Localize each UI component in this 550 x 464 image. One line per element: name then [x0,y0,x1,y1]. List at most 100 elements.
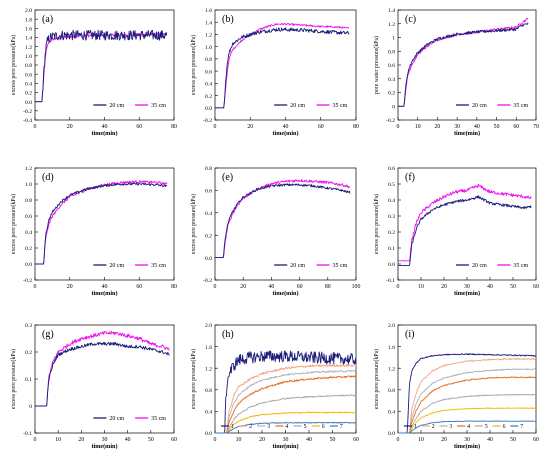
y-tick-label: 0.6 [25,72,32,78]
y-tick-label: 1.2 [388,366,395,372]
x-tick-label: 10 [418,437,424,443]
x-tick-label: 60 [136,124,142,130]
x-tick-label: 0 [397,437,400,443]
x-tick-label: 20 [435,124,441,130]
panel-label: (d) [42,172,54,183]
x-tick-label: 20 [441,284,447,290]
x-tick-label: 80 [353,124,359,130]
y-axis-label: excess pore pressure(kPa) [190,349,197,409]
y-tick-label: 0.4 [205,211,212,217]
x-tick-label: 10 [55,437,61,443]
legend-label: 4 [285,424,288,430]
legend-label: 35 cm [513,103,528,109]
legend-label: 35 cm [333,103,348,109]
y-tick-label: -0.2 [203,118,212,124]
series-line-20-cm [398,195,532,267]
chart-panel-8: 0.0 0.4 0.8 1.2 1.6 2.0 0 10 20 30 40 50 60 time(min)… [190,323,359,450]
x-tick-label: 0 [214,437,217,443]
y-tick-label: 1.0 [205,45,212,51]
y-tick-label: 0.4 [205,82,212,88]
x-tick-label: 60 [533,437,539,443]
chart-panel-1: -0.4 -0.2 0.0 0.2 0.4 0.6 0.8 1.0 1.2 1.4 1.6 1.8 2.… [10,8,177,137]
x-tick-label: 70 [533,124,539,130]
y-tick-label: 1.4 [388,8,395,14]
series-line-5 [215,394,357,434]
series-line-35-cm [35,32,168,103]
x-tick-label: 20 [67,124,73,130]
legend-label: 20 cm [472,103,487,109]
legend-label: 20 cm [109,416,124,422]
series-line-6 [215,411,357,434]
series-line-5 [398,393,537,434]
y-tick-label: 0.2 [205,94,212,100]
x-tick-label: 50 [494,124,500,130]
x-tick-label: 80 [171,284,177,290]
legend-label: 20 cm [290,103,305,109]
x-tick-label: 0 [397,124,400,130]
y-axis-label: excess pore pressure(kPa) [373,349,380,409]
x-tick-label: 10 [415,124,421,130]
y-tick-label: 0.2 [388,230,395,236]
legend-label: 2 [432,424,435,430]
y-tick-label: 0.0 [205,106,212,112]
y-tick-label: 1.4 [25,36,32,42]
legend-label: 6 [322,424,325,430]
x-tick-label: 0 [214,284,217,290]
y-tick-label: 0.0 [25,100,32,106]
x-axis-label: time(min) [91,443,117,450]
y-tick-label: 0.6 [205,69,212,75]
x-tick-label: 30 [464,437,470,443]
y-tick-label: 0.2 [388,91,395,97]
legend-label: 5 [485,424,488,430]
x-axis-label: time(min) [272,130,298,137]
x-tick-label: 40 [306,437,312,443]
y-tick-label: 0.0 [388,262,395,268]
series-line-3 [398,368,537,434]
y-axis-label: excess pore pressure(kPa) [10,35,17,95]
y-tick-label: 0.8 [205,57,212,63]
x-tick-label: 20 [240,284,246,290]
x-tick-label: 30 [102,437,108,443]
x-tick-label: 0 [34,437,37,443]
y-tick-label: 0.1 [25,377,32,383]
y-tick-label: -0.4 [23,118,32,124]
legend-label: 4 [467,424,470,430]
y-tick-label: 0.3 [388,214,395,220]
y-tick-label: 0.8 [25,198,32,204]
x-tick-label: 100 [352,284,361,290]
y-tick-label: 2.0 [205,323,212,329]
x-axis-label: time(min) [272,290,298,297]
y-tick-label: 0.2 [25,91,32,97]
y-tick-label: 1.4 [205,20,212,26]
x-tick-label: 60 [353,437,359,443]
y-tick-label: 1.6 [205,8,212,14]
series-line-7 [215,421,357,434]
legend-label: 7 [340,424,343,430]
panel-label: (h) [222,329,234,340]
plot-frame [397,324,537,434]
x-tick-label: 60 [171,437,177,443]
series-line-2 [215,364,357,434]
y-tick-label: 1.6 [25,27,32,33]
panel-label: (g) [42,329,54,340]
y-tick-label: 2.0 [25,8,32,14]
series-line-35-cm [35,330,170,407]
legend-label: 1 [231,424,234,430]
series-line-35-cm [398,17,529,107]
series-line-35-cm [215,22,350,109]
x-tick-label: 40 [474,124,480,130]
series-line-7 [398,420,537,434]
y-tick-label: -0.1 [386,278,395,284]
y-tick-label: 1.6 [205,345,212,351]
series-line-20-cm [215,27,350,109]
y-tick-label: 2.0 [388,323,395,329]
y-tick-label: 0.2 [25,246,32,252]
legend-label: 3 [449,424,452,430]
legend-label: 35 cm [151,103,166,109]
y-tick-label: 0.8 [388,49,395,55]
x-tick-label: 80 [325,284,331,290]
y-tick-label: 0.4 [388,77,395,83]
panel-label: (e) [222,172,233,183]
series-line-3 [215,369,356,434]
y-axis-label: excess pore pressure(kPa) [190,35,197,95]
